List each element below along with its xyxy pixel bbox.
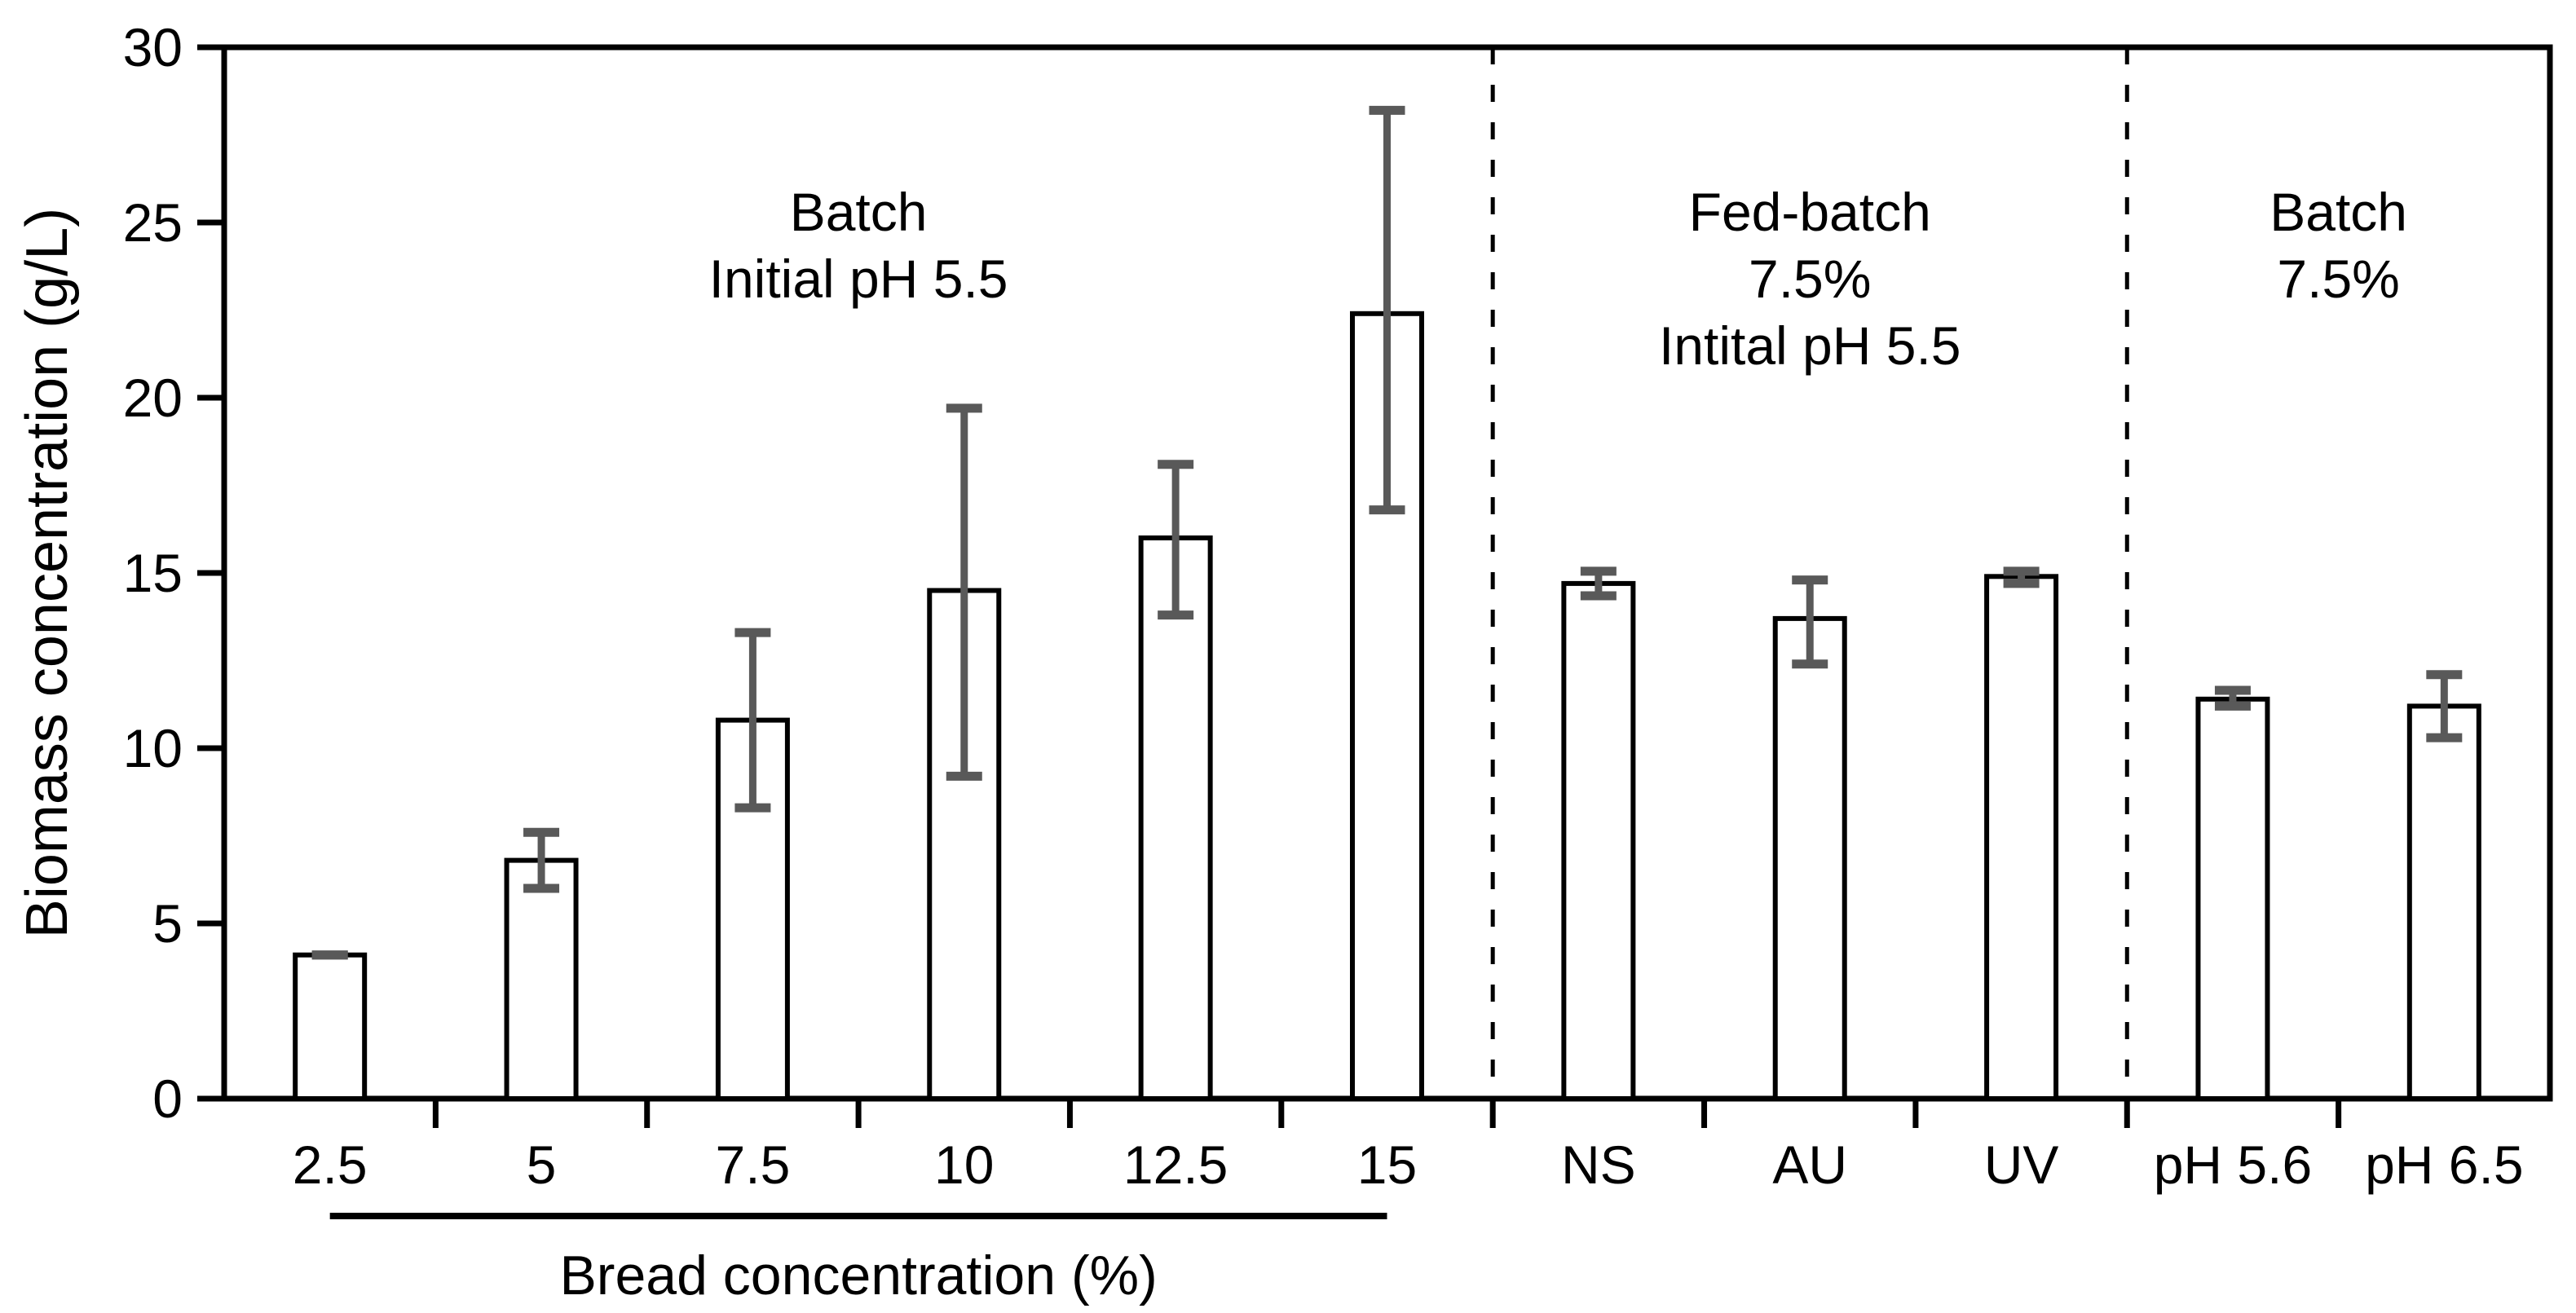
y-axis-title: Biomass concentration (g/L) xyxy=(15,208,80,938)
y-tick-label: 25 xyxy=(123,192,183,253)
x-category-label: NS xyxy=(1561,1135,1636,1195)
section-annotation-line: 7.5% xyxy=(2277,249,2399,309)
x-category-label: 12.5 xyxy=(1123,1135,1228,1195)
y-tick-label: 10 xyxy=(123,718,183,778)
bar-2.5 xyxy=(293,952,368,1101)
y-tick-label: 5 xyxy=(152,893,183,954)
section-annotation-line: Initial pH 5.5 xyxy=(709,249,1008,309)
section-annotation-line: Fed-batch xyxy=(1689,182,1931,242)
bar-AU xyxy=(1772,615,1847,1101)
bar-pH 6.5 xyxy=(2406,703,2481,1102)
section-annotation-line: Intital pH 5.5 xyxy=(1659,315,1961,376)
x-category-label: 10 xyxy=(934,1135,994,1195)
x-category-label: pH 6.5 xyxy=(2365,1135,2523,1195)
group-axis-label: Bread concentration (%) xyxy=(559,1245,1157,1306)
x-category-label: AU xyxy=(1772,1135,1847,1195)
bar-NS xyxy=(1561,580,1636,1101)
y-tick-label: 20 xyxy=(123,368,183,428)
section-annotation-line: Batch xyxy=(2269,182,2407,242)
section-annotation-line: 7.5% xyxy=(1749,249,1871,309)
x-category-label: UV xyxy=(1984,1135,2059,1195)
bar-5 xyxy=(504,857,579,1101)
y-tick-label: 0 xyxy=(152,1068,183,1129)
bar-pH 5.6 xyxy=(2195,696,2270,1101)
y-tick-label: 15 xyxy=(123,543,183,603)
bar-12.5 xyxy=(1138,535,1213,1101)
x-category-label: 7.5 xyxy=(716,1135,791,1195)
x-category-label: 2.5 xyxy=(293,1135,368,1195)
bar-UV xyxy=(1984,574,2059,1101)
x-category-label: pH 5.6 xyxy=(2154,1135,2312,1195)
section-annotation-line: Batch xyxy=(790,182,928,242)
x-category-label: 15 xyxy=(1357,1135,1417,1195)
x-category-label: 5 xyxy=(527,1135,557,1195)
y-tick-label: 30 xyxy=(123,17,183,77)
